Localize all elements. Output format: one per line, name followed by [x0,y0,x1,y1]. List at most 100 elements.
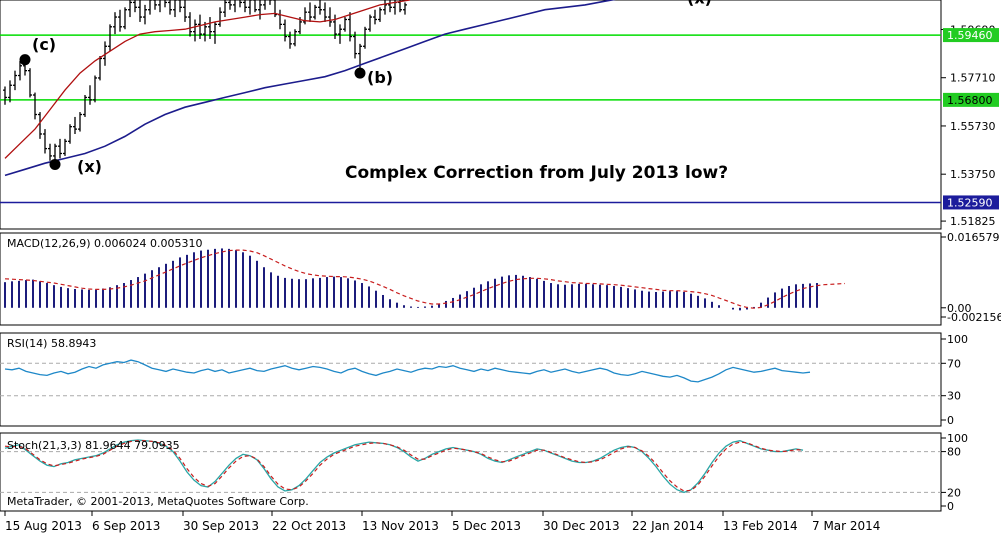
ohlc-bar [353,31,357,59]
macd-title: MACD(12,26,9) 0.006024 0.005310 [7,237,203,250]
rsi-tick-label: 0 [947,414,954,427]
rsi-panel: RSI(14) 58.8943 [0,332,942,427]
price-panel: (c) (x) (b) (x) Complex Correction from Jul… [0,0,942,230]
ohlc-bar [288,31,292,49]
chart-headline: Complex Correction from July 2013 low? [345,163,728,183]
ohlc-bar [108,24,112,52]
wave-label: (x) [687,0,712,8]
ohlc-bar [403,2,407,15]
ohlc-bar [213,21,217,44]
ohlc-bar [263,0,266,10]
ohlc-bar [113,12,117,35]
ohlc-bar [323,2,327,22]
stoch-d-line [4,440,804,492]
level-tag-label: 1.59460 [947,29,993,42]
ohlc-bar [18,60,22,81]
price-tick-label: 1.51825 [950,215,996,228]
date-tick-label: 22 Jan 2014 [632,519,704,533]
date-tick-label: 22 Oct 2013 [272,519,346,533]
ohlc-bar [258,0,262,20]
macd-tick-label: 0.00 [947,302,972,315]
level-tag [943,195,999,210]
ohlc-bar [183,0,187,22]
stoch-k-line [4,439,804,494]
ohlc-bar [333,14,337,39]
ohlc-bar [153,0,157,10]
macd-histogram [4,248,818,311]
ohlc-bar [103,41,107,66]
macd-tick-label: -0.002156 [947,311,1001,324]
rsi-tick-label: 100 [947,333,968,346]
pivot-dot [19,54,31,66]
stoch-lines [4,439,804,494]
ohlc-bar [128,0,132,18]
level-tag-label: 1.56800 [947,94,993,107]
ohlc-bar [58,138,62,159]
ohlc-bar [239,0,242,8]
ohlc-bar [383,0,387,15]
ohlc-bar [13,70,17,91]
ohlc-bar [243,0,247,13]
stoch-panel: Stoch(21,3,3) 81.9644 79.0935 MetaTrader… [0,432,942,512]
platform-notice: MetaTrader, © 2001-2013, MetaQuotes Soft… [7,495,309,508]
ohlc-bar [68,124,72,144]
ohlc-bar [338,24,342,44]
macd-tick-label: 0.016579 [947,231,1000,244]
ohlc-bar [348,12,352,42]
ohlc-bar [158,0,161,13]
macd-signal-line [4,249,846,309]
ohlc-bar [143,4,147,25]
stoch-tick-label: 0 [947,500,954,513]
pivot-dots [19,54,366,170]
ohlc-bar [188,12,192,37]
ohlc-bar [293,29,297,47]
date-tick-label: 7 Mar 2014 [812,519,880,533]
ohlc-bar [28,68,32,98]
macd-panel: MACD(12,26,9) 0.006024 0.005310 [0,232,942,326]
wave-label: (c) [32,35,56,54]
price-bars [3,0,407,164]
ohlc-bar [203,21,207,42]
stoch-title: Stoch(21,3,3) 81.9644 79.0935 [7,439,180,452]
level-tag [943,92,999,107]
ohlc-bar [133,0,137,13]
wave-label: (x) [77,157,102,176]
stoch-tick-label: 20 [947,486,961,499]
ohlc-bar [168,0,172,15]
ohlc-bar [164,0,167,8]
price-tick-label: 1.53750 [950,168,996,181]
level-tag [943,28,999,43]
ohlc-bar [178,0,182,13]
ohlc-bar [8,80,12,103]
date-tick-label: 5 Dec 2013 [452,519,521,533]
moving-averages [4,0,617,177]
ohlc-bar [73,116,77,134]
macd-axis: 0.016579 0.00-0.002156 [941,231,1001,324]
macd-signal [4,249,846,309]
ohlc-bar [363,26,367,49]
stoch-tick-label: 80 [947,446,961,459]
date-tick-label: 15 Aug 2013 [5,519,82,533]
wave-label: (b) [367,68,393,87]
ohlc-bar [138,0,142,22]
ohlc-bar [343,17,347,32]
wave-labels: (c) (x) (b) (x) [32,0,712,176]
rsi-path [4,359,811,383]
rsi-axis: 100 70 30 0 [941,333,968,427]
ohlc-bar [223,0,227,18]
ma-red-line [4,0,411,159]
ohlc-bar [193,19,197,42]
rsi-tick-label: 70 [947,357,961,370]
date-axis: 15 Aug 2013 6 Sep 2013 30 Sep 2013 22 Oct 2… [4,511,880,533]
price-tick-label: 1.57710 [950,72,996,85]
ohlc-bar [378,7,382,22]
ohlc-bar [373,9,377,25]
date-tick-label: 6 Sep 2013 [92,519,160,533]
date-tick-label: 30 Sep 2013 [183,519,259,533]
ohlc-bar [253,0,257,13]
date-tick-label: 13 Feb 2014 [723,519,798,533]
ohlc-bar [198,14,202,39]
ohlc-bar [233,0,236,13]
ohlc-bar [148,0,152,15]
ohlc-bar [43,129,47,154]
